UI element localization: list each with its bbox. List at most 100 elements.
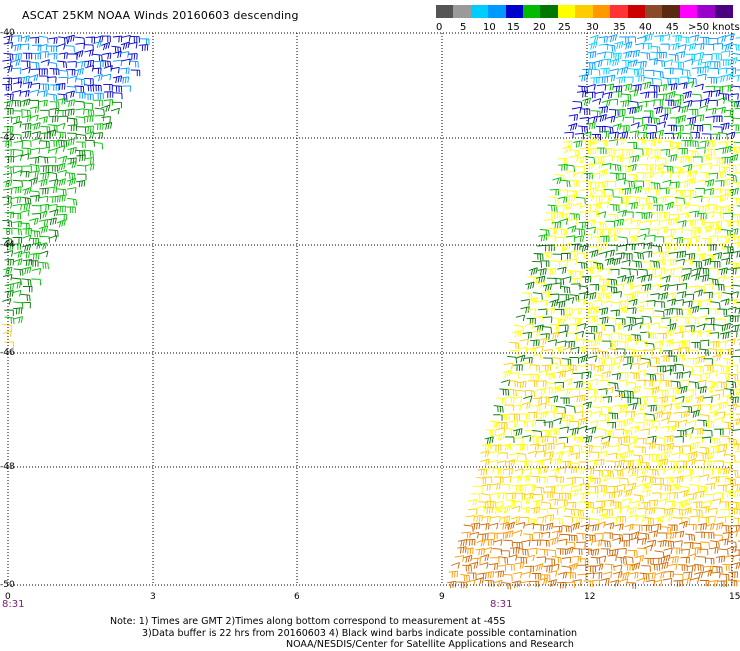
wind-barb <box>602 474 611 482</box>
wind-barb <box>644 309 653 315</box>
wind-barb <box>30 157 39 163</box>
wind-barb <box>593 196 602 202</box>
wind-barb <box>517 390 527 397</box>
wind-barb <box>66 207 75 213</box>
wind-barb <box>667 196 676 203</box>
wind-barb <box>629 475 638 481</box>
wind-barb <box>616 77 625 84</box>
wind-barb <box>728 299 737 306</box>
wind-barb <box>577 565 586 571</box>
wind-barb <box>724 220 734 227</box>
wind-barb <box>32 138 41 144</box>
wind-barb <box>604 155 613 161</box>
wind-barb <box>494 580 503 587</box>
wind-barb <box>711 438 720 445</box>
wind-barb <box>678 420 687 426</box>
wind-barb <box>609 110 618 116</box>
wind-barb <box>502 506 511 514</box>
wind-barb <box>653 205 662 211</box>
wind-barb <box>522 572 531 578</box>
wind-barb <box>575 236 584 243</box>
wind-barb <box>732 325 740 332</box>
wind-barb <box>640 154 649 160</box>
wind-barb <box>642 117 651 123</box>
wind-barb <box>543 317 552 323</box>
wind-barb <box>653 317 662 323</box>
wind-barb <box>557 267 566 274</box>
wind-barb <box>669 285 678 291</box>
wind-barb <box>714 493 723 499</box>
wind-barb <box>578 156 587 163</box>
wind-barb <box>624 357 633 363</box>
wind-barb <box>22 235 31 241</box>
wind-barb <box>20 171 29 177</box>
wind-barb <box>30 100 39 106</box>
wind-barb <box>674 126 683 132</box>
wind-barb <box>692 405 701 411</box>
wind-barb <box>559 190 568 196</box>
wind-barb <box>661 527 670 534</box>
wind-barb <box>700 308 709 314</box>
wind-barb <box>559 365 568 371</box>
wind-barb <box>685 230 694 237</box>
wind-barb <box>643 251 652 257</box>
wind-barb <box>735 349 740 355</box>
wind-barb <box>550 300 559 308</box>
wind-barb <box>639 124 648 131</box>
wind-barb <box>575 229 584 236</box>
wind-barb <box>562 359 571 366</box>
wind-barb <box>605 564 615 571</box>
wind-barb <box>649 58 658 65</box>
wind-barb <box>664 60 673 66</box>
wind-barb <box>461 532 470 538</box>
wind-barb <box>617 453 626 460</box>
wind-barb <box>31 279 40 285</box>
wind-barb <box>628 175 637 181</box>
wind-barb <box>523 534 532 541</box>
wind-barb <box>573 517 582 524</box>
wind-barb <box>532 261 541 267</box>
wind-barb <box>555 347 564 354</box>
wind-barb <box>587 427 596 434</box>
wind-barb <box>617 549 626 555</box>
wind-barb <box>618 245 627 251</box>
wind-barb <box>494 477 503 483</box>
wind-barb <box>685 259 694 266</box>
wind-barb <box>642 284 651 291</box>
wind-barb <box>603 229 612 235</box>
wind-barb <box>714 212 724 219</box>
wind-barb <box>730 502 739 509</box>
wind-barb <box>564 484 573 490</box>
wind-barb <box>627 508 636 515</box>
wind-barb <box>687 358 696 365</box>
wind-barb <box>650 294 659 300</box>
wind-barb <box>618 237 628 244</box>
wind-barb <box>628 142 637 148</box>
wind-barb <box>547 236 556 242</box>
wind-barb <box>576 533 585 540</box>
wind-barb <box>637 61 646 68</box>
wind-barb <box>694 126 703 132</box>
wind-barb <box>558 159 567 165</box>
wind-barb <box>664 236 673 242</box>
wind-barb <box>711 476 720 483</box>
wind-barb <box>493 540 502 546</box>
wind-barb <box>579 426 588 432</box>
lat-tick-label: -46 <box>0 348 15 358</box>
wind-barb <box>496 433 505 441</box>
wind-barb <box>521 540 530 546</box>
wind-barb <box>11 59 20 66</box>
wind-barb <box>726 34 735 41</box>
wind-barb <box>666 330 675 337</box>
wind-barb <box>517 381 526 388</box>
wind-barb <box>634 149 643 156</box>
wind-barb <box>640 362 649 368</box>
wind-barb <box>578 126 588 133</box>
wind-barb <box>562 389 571 395</box>
wind-barb <box>705 44 714 50</box>
wind-barb <box>696 460 705 466</box>
wind-barb <box>638 341 647 347</box>
wind-barb <box>545 213 554 219</box>
wind-barb <box>708 508 717 514</box>
wind-barb <box>13 204 22 210</box>
